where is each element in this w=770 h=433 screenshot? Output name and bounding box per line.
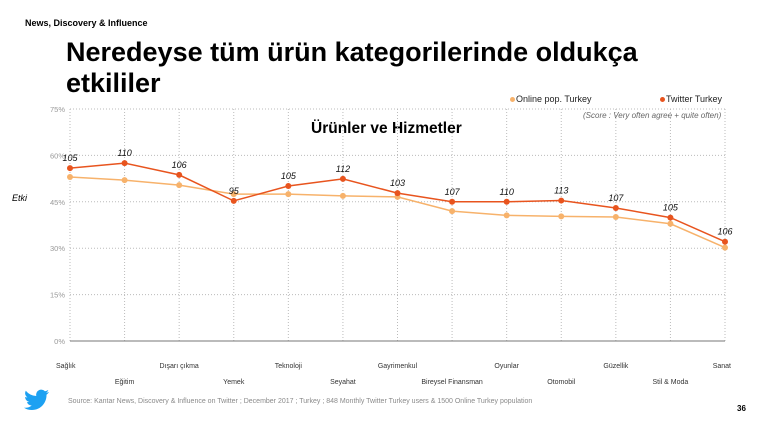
legend-twitter: Twitter Turkey	[660, 94, 722, 104]
data-point	[503, 212, 510, 219]
data-label: 107	[608, 193, 624, 203]
data-label: 105	[62, 153, 78, 163]
data-point	[449, 208, 456, 215]
legend-marker	[660, 96, 665, 102]
data-point	[667, 214, 674, 221]
data-point	[67, 174, 73, 181]
y-tick-label: 45%	[50, 198, 65, 207]
data-label: 103	[390, 178, 405, 188]
x-tick-label: Teknoloji	[275, 363, 303, 370]
x-tick-label: Güzellik	[603, 363, 628, 370]
x-tick-label: Yemek	[223, 379, 245, 386]
data-label: 106	[717, 227, 732, 237]
data-point	[394, 190, 401, 197]
legend-online: Online pop. Turkey	[510, 94, 592, 104]
source-note: Source: Kantar News, Discovery & Influen…	[68, 398, 533, 405]
x-tick-label: Gayrimenkul	[378, 363, 418, 370]
data-point	[667, 220, 674, 227]
data-point	[121, 160, 128, 167]
data-label: 105	[663, 203, 679, 213]
data-label: 106	[172, 160, 187, 170]
header: News, Discovery & Influence	[25, 18, 148, 28]
legend-marker	[510, 96, 515, 102]
x-tick-label: Sağlık	[56, 363, 76, 370]
data-point	[558, 197, 565, 204]
data-point	[121, 177, 128, 184]
data-point	[558, 213, 565, 220]
y-axis-label: Etki	[12, 193, 28, 203]
data-point	[176, 171, 183, 178]
data-label: 107	[445, 187, 461, 197]
x-tick-label: Oyunlar	[494, 363, 519, 370]
data-point	[339, 175, 346, 182]
data-point	[67, 165, 73, 172]
data-point	[612, 204, 619, 211]
y-tick-label: 75%	[50, 105, 65, 114]
y-tick-label: 0%	[54, 337, 65, 346]
x-tick-label: Otomobil	[547, 379, 575, 386]
data-point	[449, 198, 456, 205]
y-tick-label: 15%	[50, 291, 65, 300]
data-label: 110	[499, 187, 513, 197]
x-tick-label: Dışarı çıkma	[160, 363, 199, 370]
y-tick-label: 60%	[50, 151, 65, 160]
data-point	[722, 244, 728, 251]
legend-label: Online pop. Turkey	[516, 94, 592, 104]
data-point	[612, 213, 619, 220]
x-tick-label: Sanat	[713, 363, 731, 370]
y-tick-label: 30%	[50, 244, 65, 253]
x-tick-label: Seyahat	[330, 379, 356, 386]
x-tick-label: Stil & Moda	[653, 379, 689, 386]
data-point	[285, 191, 292, 198]
page-number: 36	[737, 404, 746, 413]
x-tick-label: Bireysel Finansman	[421, 379, 483, 386]
data-point	[503, 198, 510, 205]
data-label: 112	[336, 164, 350, 174]
data-point	[285, 183, 292, 190]
data-point	[722, 238, 728, 245]
data-point	[230, 197, 237, 204]
page-title: Neredeyse tüm ürün kategorilerinde olduk…	[66, 37, 638, 98]
data-point	[339, 192, 346, 199]
data-point	[230, 191, 237, 198]
data-point	[176, 182, 183, 189]
data-label: 105	[281, 171, 297, 181]
data-label: 95	[229, 186, 240, 196]
data-label: 110	[117, 148, 131, 158]
data-label: 113	[554, 186, 568, 196]
twitter-logo-icon	[24, 389, 49, 411]
x-tick-label: Eğitim	[115, 379, 135, 386]
chart-title: Ürünler ve Hizmetler	[311, 120, 462, 137]
legend-label: Twitter Turkey	[666, 94, 723, 104]
score-note: (Score : Very often agree + quite often)	[583, 111, 722, 120]
